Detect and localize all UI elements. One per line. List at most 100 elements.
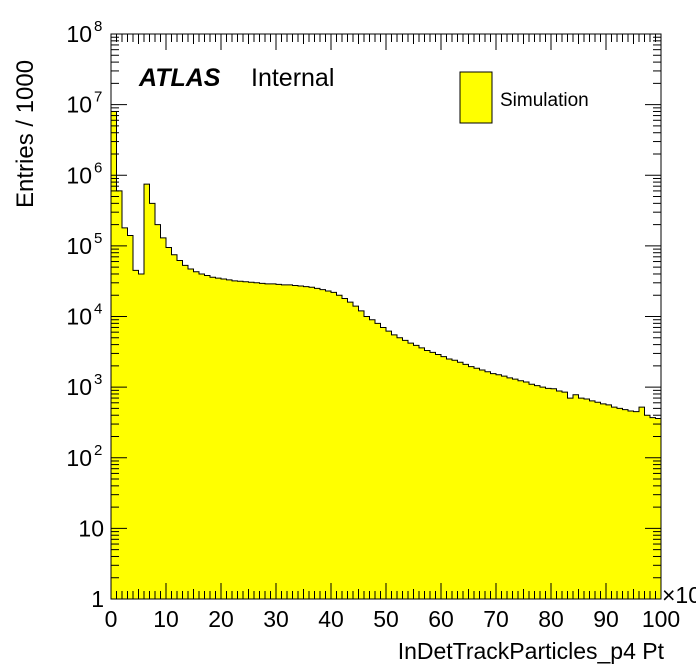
- legend-entry-simulation: Simulation: [500, 90, 589, 111]
- y-tick-label: 10: [66, 374, 92, 400]
- histogram-bin: [419, 347, 425, 599]
- histogram-bin: [589, 400, 596, 599]
- histogram-bin: [226, 279, 233, 599]
- histogram-bin: [314, 288, 321, 599]
- y-axis-title: Entries / 1000: [12, 60, 39, 208]
- x-tick-label: 90: [593, 606, 619, 632]
- histogram-bin: [188, 269, 194, 599]
- histogram-bin: [204, 275, 211, 599]
- histogram-bin: [600, 403, 607, 599]
- histogram-bin: [424, 350, 431, 599]
- histogram-bin: [309, 287, 315, 599]
- histogram-bin: [617, 408, 623, 599]
- x-axis-multiplier: ×10: [662, 582, 696, 608]
- histogram-bin: [474, 368, 480, 599]
- histogram-bin: [622, 409, 629, 599]
- x-tick-label: 70: [483, 606, 509, 632]
- histogram-bin: [529, 384, 535, 599]
- histogram-bin: [287, 284, 293, 599]
- histogram-bin: [375, 323, 381, 599]
- histogram-bin: [518, 380, 524, 599]
- histogram-bin: [501, 376, 508, 599]
- histogram-bin: [655, 418, 662, 599]
- histogram-outline: [110, 110, 662, 599]
- histogram-bin: [457, 362, 464, 599]
- x-tick-labels: 0 10 20 30 40 50 60 70 80 90 100: [105, 606, 681, 632]
- histogram-bin: [402, 340, 409, 599]
- x-tick-label: 100: [642, 606, 680, 632]
- y-tick-exponent: 5: [94, 230, 102, 247]
- atlas-label-bold: ATLAS: [138, 64, 221, 92]
- histogram-bin: [584, 398, 590, 599]
- histogram-bin: [380, 327, 387, 599]
- histogram-bin: [325, 290, 332, 599]
- histogram-bin: [479, 369, 486, 599]
- histogram-bin: [540, 387, 546, 599]
- histogram-bin: [650, 417, 656, 599]
- histogram-bin: [639, 407, 645, 599]
- histogram-bin: [611, 407, 618, 599]
- histogram-bin: [490, 373, 497, 599]
- atlas-label: ATLAS Internal: [138, 64, 334, 92]
- histogram-bin: [171, 254, 178, 599]
- y-tick-exponent: 6: [94, 159, 102, 176]
- histogram-bin: [166, 247, 172, 599]
- histogram-bin: [265, 283, 271, 599]
- legend: Simulation: [459, 71, 589, 124]
- histogram-bin: [127, 235, 134, 600]
- histogram-bin: [155, 224, 161, 600]
- x-tick-label: 20: [208, 606, 234, 632]
- histogram-bin: [628, 410, 634, 599]
- histogram-bin: [133, 270, 139, 599]
- x-tick-label: 60: [428, 606, 454, 632]
- histogram-bin: [237, 281, 244, 599]
- histogram-bin: [512, 379, 519, 599]
- histogram-bin: [149, 203, 156, 600]
- x-axis-title: InDetTrackParticles_p4 Pt: [398, 638, 665, 664]
- y-tick-label: 10: [66, 21, 92, 47]
- y-tick-label: 1: [91, 586, 104, 612]
- y-tick-label: 10: [66, 92, 92, 118]
- histogram-bin: [595, 402, 601, 599]
- histogram-bin: [111, 111, 117, 599]
- histogram-bin: [254, 282, 260, 599]
- x-tick-label: 10: [153, 606, 179, 632]
- histogram-bin: [298, 286, 304, 599]
- histogram-bin: [347, 302, 354, 599]
- histogram-bin: [452, 360, 458, 599]
- histogram-bin: [485, 371, 491, 599]
- histogram-bin: [413, 345, 420, 599]
- y-tick-label: 10: [66, 162, 92, 188]
- x-tick-label: 40: [318, 606, 344, 632]
- histogram-bin: [342, 298, 348, 599]
- histogram-bin: [435, 354, 442, 599]
- histogram-bin: [182, 265, 189, 599]
- histogram-bin: [391, 334, 398, 599]
- histogram-bin: [292, 285, 299, 599]
- x-tick-label: 30: [263, 606, 289, 632]
- histogram-bin: [562, 392, 568, 599]
- legend-swatch: [459, 71, 493, 124]
- histogram-bin: [336, 295, 343, 599]
- y-tick-exponent: 7: [94, 89, 102, 106]
- histogram-bin: [556, 391, 563, 599]
- histogram-bin: [364, 316, 370, 599]
- y-tick-label: 10: [66, 233, 92, 259]
- histogram-bin: [331, 292, 337, 599]
- histogram-bin: [320, 289, 326, 599]
- y-tick-label: 10: [78, 515, 104, 541]
- histogram-bin: [507, 377, 513, 599]
- histogram-bin: [122, 227, 128, 599]
- histogram-bin: [358, 310, 365, 599]
- histogram-bin: [199, 273, 205, 599]
- histogram-bin: [303, 286, 310, 599]
- y-tick-exponent: 2: [94, 442, 102, 459]
- histogram-bin: [430, 352, 436, 599]
- histogram-bin: [177, 260, 183, 599]
- histogram-bin: [551, 388, 557, 599]
- histogram-bin: [270, 283, 277, 599]
- histogram-bin: [386, 331, 392, 599]
- histogram-bin: [468, 366, 475, 599]
